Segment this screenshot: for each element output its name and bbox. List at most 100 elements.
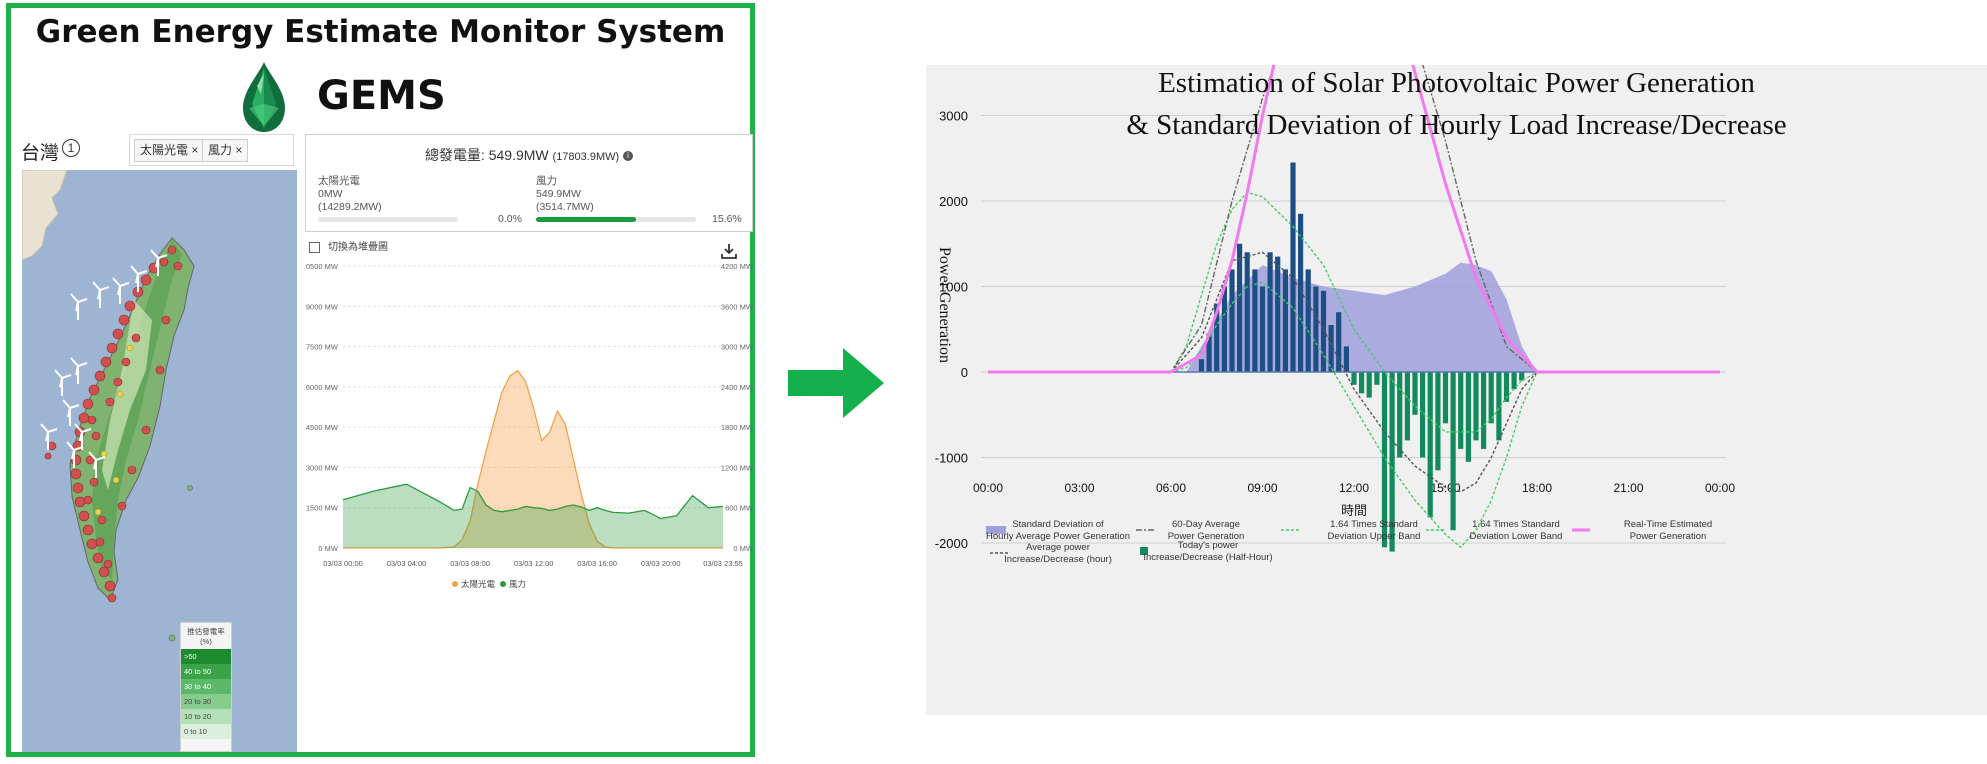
bar [1198, 359, 1205, 372]
bar [1488, 372, 1494, 424]
map-legend-item: >50 [181, 649, 231, 664]
info-icon[interactable]: 1 [62, 139, 80, 157]
y-tick-label-right: 1800 MW [721, 423, 754, 432]
series-line-wind [342, 483, 724, 520]
info-icon[interactable]: i [623, 151, 634, 162]
std-area [1186, 262, 1537, 372]
bar [1244, 252, 1250, 372]
wind-capacity: (3514.7MW) [536, 201, 594, 213]
x-tick-label: 03:00 [1064, 481, 1094, 495]
x-tick-label: 03/03 08:00 [450, 559, 490, 568]
bar [1435, 372, 1441, 471]
bar [1519, 372, 1525, 381]
stack-checkbox[interactable] [309, 241, 320, 253]
bar [1313, 286, 1319, 372]
bar [1427, 372, 1433, 518]
x-tick-label: 00:00 [973, 481, 1003, 495]
legend-label: Real-Time Estimated Power Generation [1624, 519, 1712, 542]
x-tick-label: 21:00 [1613, 481, 1643, 495]
bar [1206, 333, 1212, 372]
y-tick-label-left: 9000 MW [306, 302, 339, 311]
filter-chip-solar[interactable]: 太陽光電 × [134, 139, 205, 162]
y-tick-label-right: 4200 MW [721, 262, 754, 271]
bar [1503, 372, 1510, 402]
map-legend: 推估發電率(%) >50 40 to 50 30 to 40 20 to 30 10 t… [180, 622, 232, 752]
legend-label: 風力 [509, 579, 526, 590]
y-tick-label: 1000 [939, 280, 968, 295]
legend-label: 1.64 Times Standard Deviation Lower Band [1470, 519, 1563, 542]
solar-percent: 0.0% [498, 213, 522, 225]
bar [1420, 372, 1426, 458]
real-time-line [988, 65, 1720, 374]
y-tick-label-right: 600 MW [725, 504, 754, 513]
y-tick-label-right: 0 MW [733, 544, 754, 553]
bar [1259, 286, 1266, 372]
upper-band-line [1170, 191, 1538, 433]
map-legend-item: 0 to 10 [181, 724, 231, 739]
map-legend-item: 10 to 20 [181, 709, 231, 724]
x-tick-label: 06:00 [1156, 481, 1186, 495]
wind-progress-bar [536, 217, 696, 222]
y-tick-label-left: 0 MW [318, 544, 339, 553]
bar [1511, 372, 1517, 390]
y-tick-label: 2000 [939, 194, 968, 209]
wind-percent: 15.6% [712, 213, 742, 225]
stack-toggle-label: 切換為堆疊圖 [328, 242, 388, 253]
x-tick-label: 03/03 20:00 [641, 559, 681, 568]
chart-title-line: & Standard Deviation of Hourly Load Incr… [1126, 109, 1787, 141]
legend-label: 太陽光電 [461, 579, 496, 590]
filter-chip-wind[interactable]: 風力 × [202, 139, 249, 162]
bar [1389, 372, 1395, 552]
wind-turbine-icons [40, 249, 168, 478]
bar [1351, 372, 1357, 385]
logo-text: GEMS [317, 73, 446, 119]
system-title: Green Energy Estimate Monitor System [35, 14, 726, 50]
bar [1275, 256, 1281, 372]
chart-title: Estimation of Solar Photovoltaic Power G… [926, 62, 1987, 146]
y-tick-label: -1000 [935, 451, 968, 466]
bar [1442, 372, 1449, 424]
wind-name: 風力 [536, 175, 557, 187]
bar [1496, 372, 1502, 441]
bar [1290, 162, 1296, 372]
x-tick-label: 03/03 00:00 [323, 559, 363, 568]
map-legend-item: 40 to 50 [181, 664, 231, 679]
bar [1267, 252, 1273, 372]
taiwan-map[interactable]: 推估發電率(%) >50 40 to 50 30 to 40 20 to 30 10 t… [22, 170, 297, 752]
series-area-solar [343, 370, 723, 548]
y-tick-label-right: 1200 MW [721, 463, 754, 472]
bar [1450, 372, 1456, 531]
x-tick-label: 18:00 [1522, 481, 1552, 495]
y-tick-label-left: 6000 MW [306, 383, 339, 392]
wind-value: 549.9MW [536, 188, 581, 200]
estimation-chart[interactable]: 6000500040003000200010000-1000-200000:00… [926, 65, 1987, 715]
y-tick-label-left: 7500 MW [306, 343, 339, 352]
total-label: 總發電量: 549.9MW [424, 147, 549, 163]
bar [1221, 286, 1227, 372]
legend-label: 60-Day Average Power Generation [1168, 519, 1245, 542]
x-tick-label: 09:00 [1247, 481, 1277, 495]
emerald-logo-icon [243, 62, 285, 132]
y-tick-label-left: 1500 MW [306, 504, 339, 513]
map-legend-item: 20 to 30 [181, 694, 231, 709]
stack-toggle[interactable]: 切換為堆疊圖 [309, 238, 388, 253]
legend-label: Average power Increase/Decrease (hour) [1004, 542, 1112, 565]
legend-marker [500, 581, 506, 587]
bar [1214, 303, 1220, 372]
x-tick-label: 12:00 [1339, 481, 1369, 495]
bar [1305, 269, 1311, 372]
bar [1381, 372, 1388, 548]
legend-label: Today's power Increase/Decrease (Half-Hou… [1143, 540, 1272, 563]
wind-progress-fill [536, 217, 636, 222]
bar [1465, 372, 1471, 462]
y-tick-label: 3000 [939, 109, 968, 124]
bar [1229, 269, 1235, 372]
arrow-right-icon [788, 348, 884, 418]
generation-area-chart[interactable]: 10500 MW 4200 MW 9000 MW 3600 MW 7500 MW 3000… [305, 258, 755, 758]
generation-summary: 總發電量: 549.9MW (17803.9MW) i 太陽光電 0MW (14… [305, 134, 753, 232]
download-icon[interactable] [720, 242, 738, 260]
bar [1359, 372, 1365, 394]
x-tick-label: 00:00 [1705, 481, 1735, 495]
y-tick-label: -2000 [935, 536, 968, 551]
source-filter[interactable]: 太陽光電 × 風力 × [129, 134, 294, 166]
